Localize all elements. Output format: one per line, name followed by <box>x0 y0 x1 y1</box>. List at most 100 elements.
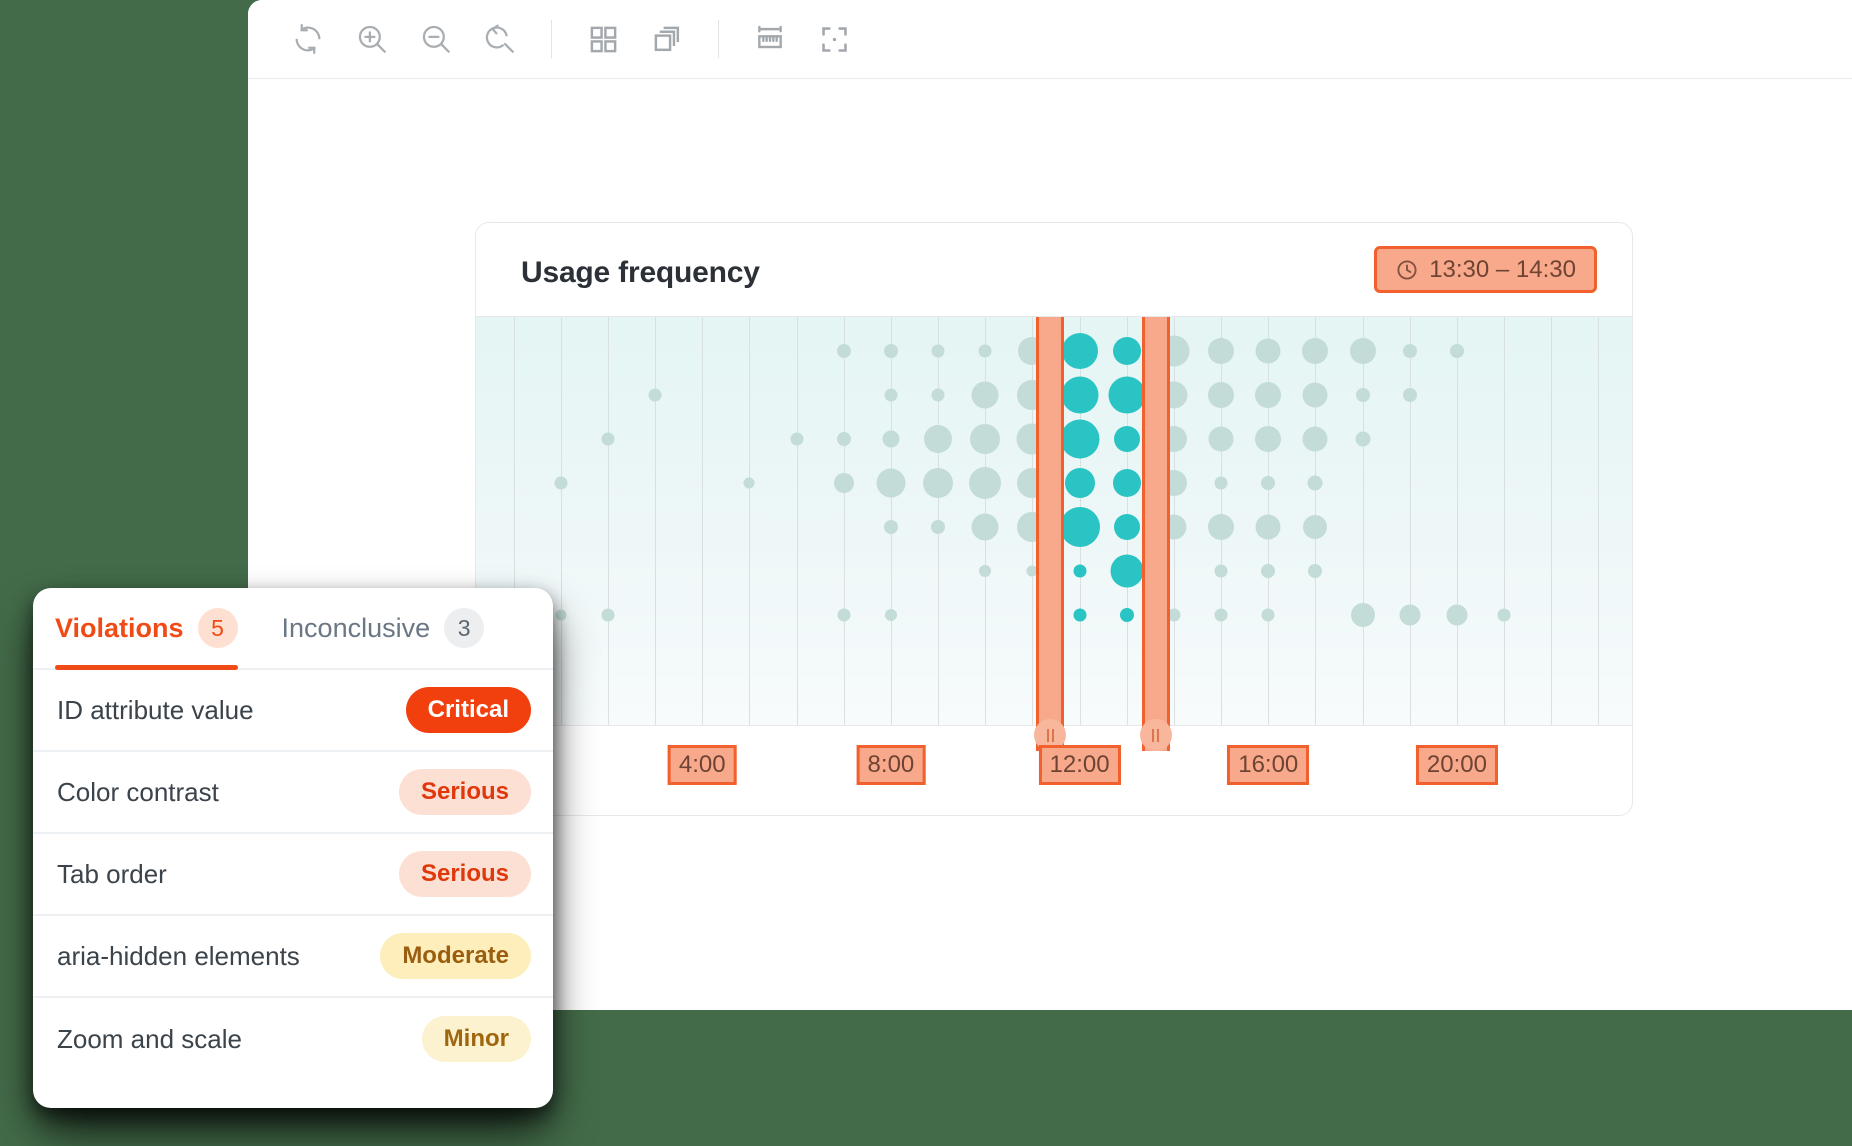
chart-dot[interactable] <box>1497 608 1511 622</box>
chart-dot[interactable] <box>931 388 945 402</box>
chart-dot[interactable] <box>1307 475 1323 491</box>
tab-inconclusive[interactable]: Inconclusive 3 <box>282 588 485 668</box>
chart-dot[interactable] <box>1402 388 1417 402</box>
chart-dot[interactable] <box>833 473 854 493</box>
chart-dot[interactable] <box>1350 603 1375 627</box>
chart-dot[interactable] <box>1355 431 1371 447</box>
chart-dot[interactable] <box>1261 608 1275 622</box>
chart-dot[interactable] <box>1399 604 1421 626</box>
chart-dot[interactable] <box>743 477 755 489</box>
x-axis-tick-label[interactable]: 12:00 <box>1038 745 1121 785</box>
grid-layout-icon-button[interactable] <box>571 7 635 71</box>
chart-dot[interactable] <box>648 388 662 402</box>
chart-dot[interactable] <box>971 381 999 409</box>
zoom-out-icon-button[interactable] <box>404 7 468 71</box>
chart-dot[interactable] <box>1073 564 1087 578</box>
chart-dot[interactable] <box>1302 426 1328 452</box>
chart-dot[interactable] <box>555 609 567 621</box>
reset-zoom-icon-button[interactable] <box>468 7 532 71</box>
chart-dot[interactable] <box>1110 554 1144 588</box>
chart-dot[interactable] <box>1261 564 1276 578</box>
chart-dot[interactable] <box>969 467 1002 499</box>
chart-dot[interactable] <box>1303 515 1328 539</box>
chart-dot[interactable] <box>1112 469 1141 497</box>
violation-row[interactable]: Tab order Serious <box>33 834 553 916</box>
chart-plot-area[interactable] <box>476 316 1632 751</box>
chart-dot[interactable] <box>1349 338 1376 364</box>
chart-dot[interactable] <box>1308 564 1323 578</box>
selection-handle-grip[interactable] <box>1139 719 1172 751</box>
chart-dot[interactable] <box>923 468 954 498</box>
chart-dot[interactable] <box>979 565 992 577</box>
layers-stack-icon-button[interactable] <box>635 7 699 71</box>
chart-dot[interactable] <box>1208 338 1235 364</box>
x-axis-tick-label[interactable]: 8:00 <box>856 745 926 785</box>
chart-dot[interactable] <box>1167 608 1181 622</box>
chart-dot[interactable] <box>601 432 615 446</box>
chart-dot[interactable] <box>1113 426 1140 452</box>
chart-dot[interactable] <box>931 344 945 358</box>
violation-row[interactable]: Color contrast Serious <box>33 752 553 834</box>
chart-dot[interactable] <box>1064 468 1095 498</box>
selection-crop-icon-button[interactable] <box>802 7 866 71</box>
chart-dot[interactable] <box>883 520 898 534</box>
ruler-measure-icon-button[interactable] <box>738 7 802 71</box>
rotate-refresh-icon-button[interactable] <box>276 7 340 71</box>
chart-dot[interactable] <box>1208 382 1235 408</box>
violation-row[interactable]: aria-hidden elements Moderate <box>33 916 553 998</box>
chart-dot[interactable] <box>931 520 946 534</box>
chart-dot[interactable] <box>554 476 568 490</box>
chart-dot[interactable] <box>1112 337 1141 365</box>
chart-dot[interactable] <box>1449 344 1464 358</box>
chart-dot[interactable] <box>978 344 992 358</box>
chart-dot[interactable] <box>837 608 851 622</box>
chart-dot[interactable] <box>1261 476 1276 490</box>
chart-dot[interactable] <box>924 425 953 453</box>
chart-dot[interactable] <box>1355 388 1370 402</box>
chart-dot[interactable] <box>1302 382 1328 408</box>
x-axis-tick-label[interactable]: 16:00 <box>1227 745 1310 785</box>
chart-dot[interactable] <box>1402 344 1417 358</box>
selection-handle-left[interactable] <box>1034 317 1067 751</box>
chart-dot[interactable] <box>1214 564 1228 578</box>
chart-dot[interactable] <box>1113 514 1140 540</box>
tab-violations[interactable]: Violations 5 <box>55 588 238 670</box>
violation-row[interactable]: ID attribute value Critical <box>33 670 553 752</box>
chart-dot[interactable] <box>1026 565 1038 577</box>
chart-dot[interactable] <box>1302 338 1329 364</box>
chart-dot[interactable] <box>1061 333 1098 369</box>
chart-dot[interactable] <box>1119 608 1134 622</box>
chart-dot[interactable] <box>1073 608 1087 622</box>
chart-dot[interactable] <box>1255 514 1281 540</box>
chart-dot[interactable] <box>790 432 804 446</box>
chart-dot[interactable] <box>1446 604 1468 626</box>
chart-dot[interactable] <box>1214 476 1228 490</box>
chart-dot[interactable] <box>1214 608 1228 622</box>
violation-row[interactable]: Zoom and scale Minor <box>33 998 553 1080</box>
chart-dot[interactable] <box>1208 426 1234 452</box>
chart-dot[interactable] <box>1061 376 1099 414</box>
chart-dot[interactable] <box>1255 382 1282 408</box>
chart-dot[interactable] <box>882 430 900 448</box>
chart-dot[interactable] <box>971 513 999 541</box>
chart-dot[interactable] <box>1208 514 1235 540</box>
selection-handle-right[interactable] <box>1139 317 1172 751</box>
chart-dot[interactable] <box>1255 338 1281 364</box>
chart-dot[interactable] <box>1255 426 1282 452</box>
time-range-badge[interactable]: 13:30 – 14:30 <box>1374 246 1597 293</box>
x-axis-tick-label[interactable]: 20:00 <box>1415 745 1498 785</box>
chart-dot[interactable] <box>883 344 898 358</box>
chart-dot[interactable] <box>836 344 851 358</box>
x-axis-tick-label[interactable]: 4:00 <box>667 745 737 785</box>
zoom-in-icon-button[interactable] <box>340 7 404 71</box>
chart-dot[interactable] <box>884 609 897 621</box>
chart-dot[interactable] <box>836 432 851 446</box>
chart-dot[interactable] <box>876 468 906 498</box>
chart-dot[interactable] <box>884 388 898 402</box>
chart-dot[interactable] <box>601 608 615 622</box>
severity-badge: Serious <box>398 851 531 897</box>
chart-dot[interactable] <box>1060 419 1100 459</box>
chart-dot[interactable] <box>970 424 1001 454</box>
chart-dot[interactable] <box>1059 507 1100 547</box>
chart-dot[interactable] <box>1108 376 1146 414</box>
